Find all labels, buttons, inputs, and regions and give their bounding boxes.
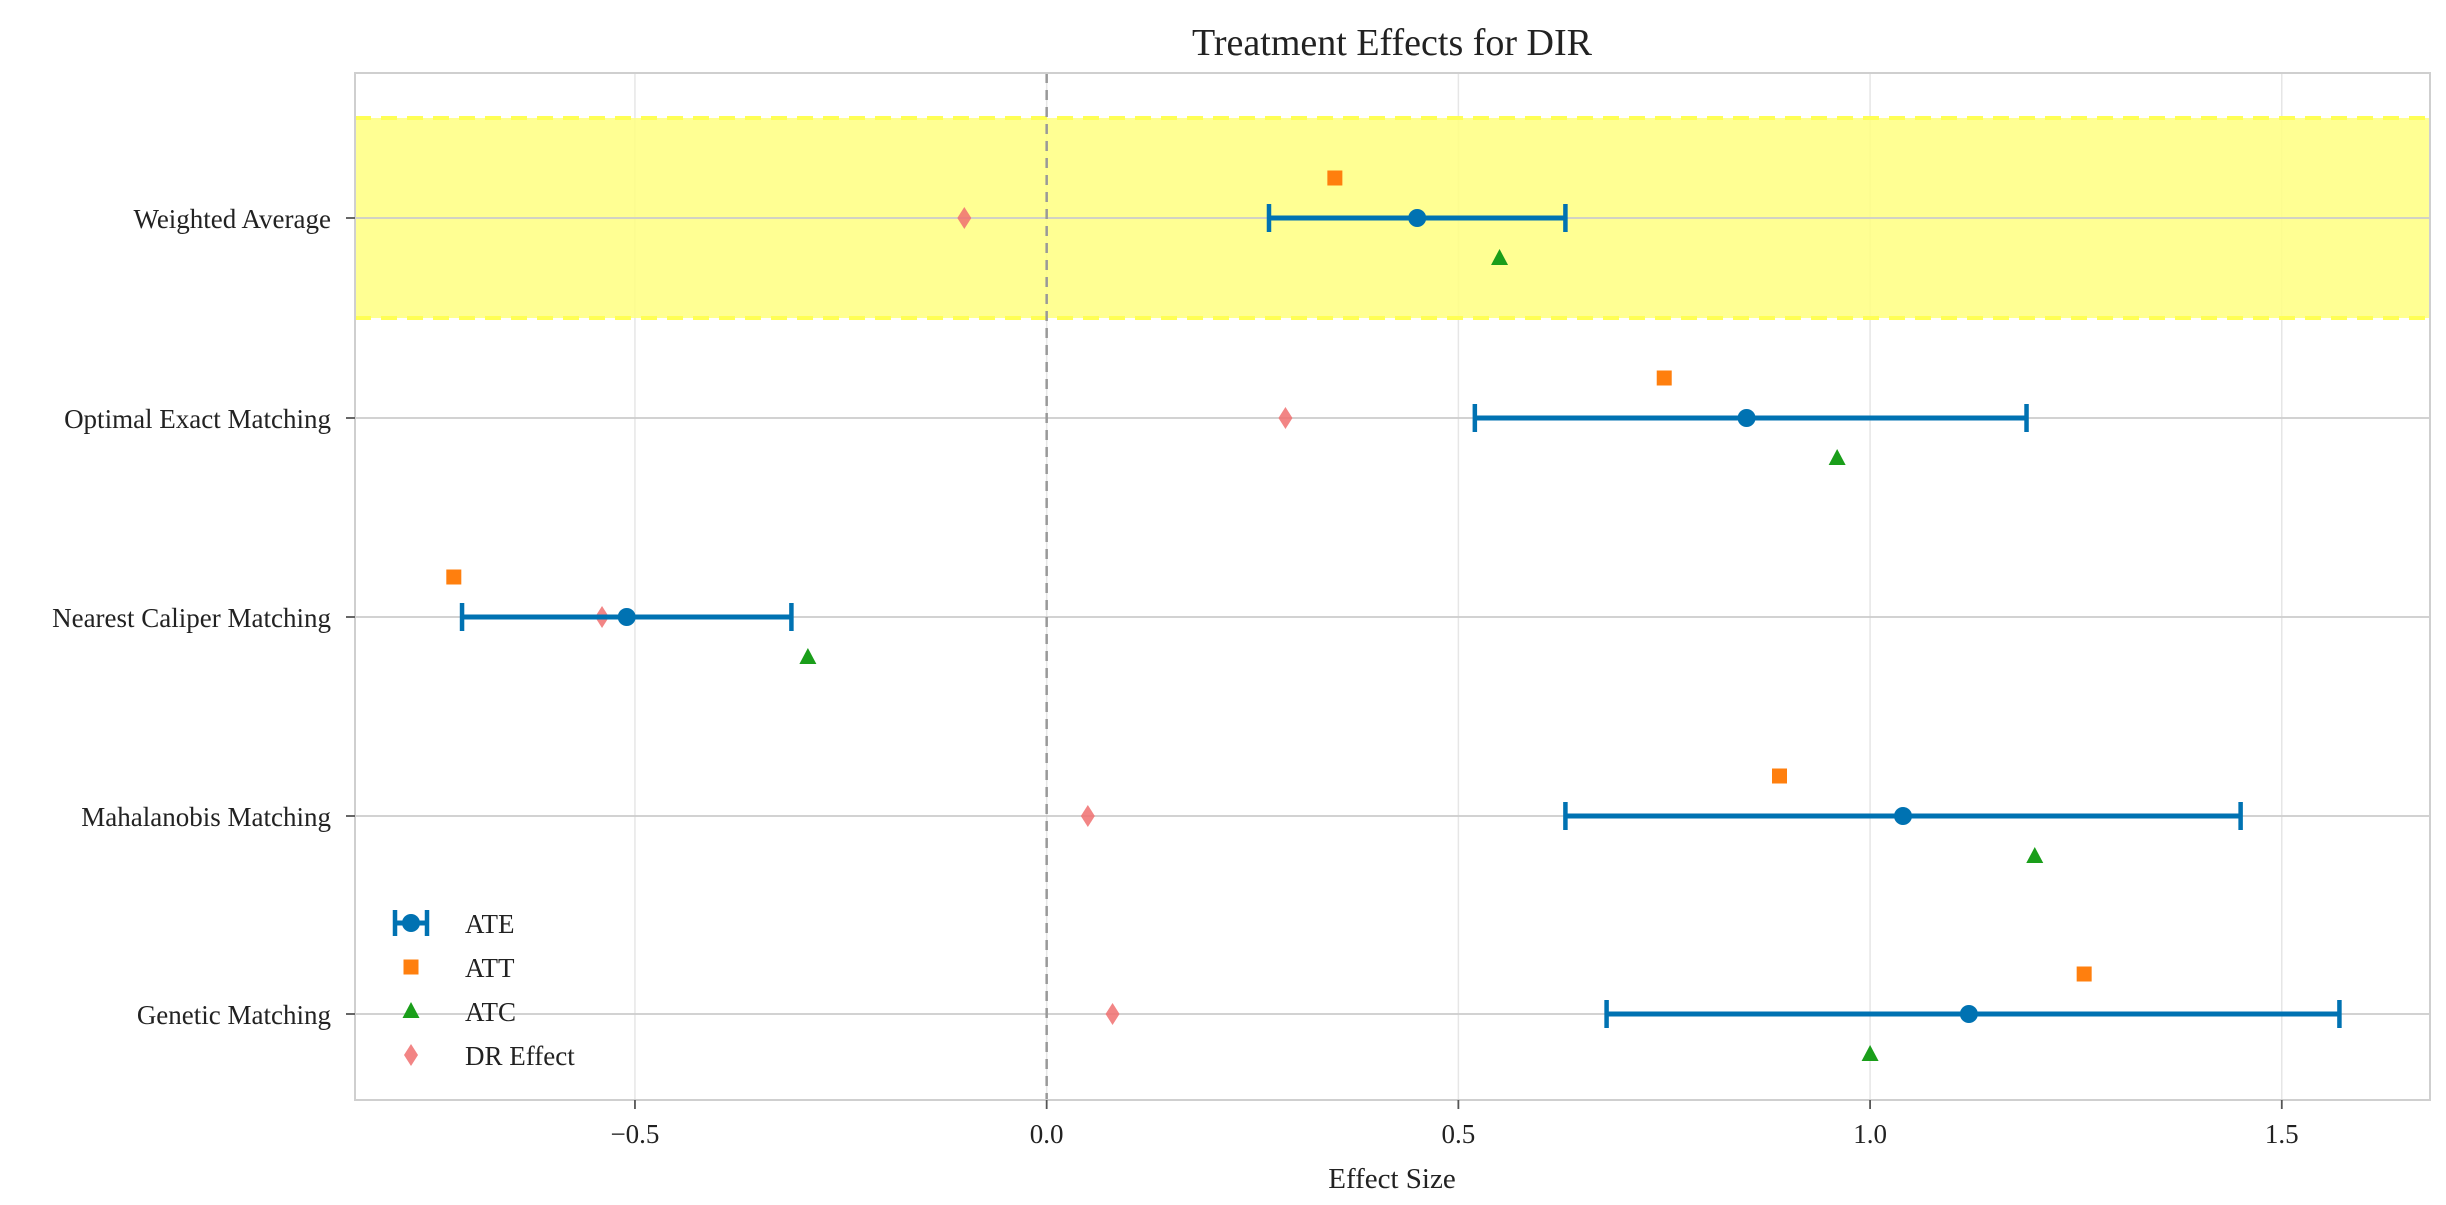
ate-genetic-matching-point (1959, 1005, 1978, 1023)
atc-mahalanobis-matching-point (2026, 847, 2044, 863)
ate-mahalanobis-matching-point (1894, 807, 1913, 825)
y-tick-label-mahalanobis-matching: Mahalanobis Matching (81, 802, 331, 832)
att-weighted-average-point (1327, 170, 1343, 186)
ate-optimal-exact-matching-point (1737, 409, 1756, 427)
att-optimal-exact-matching-point (1656, 370, 1672, 386)
legend-label: ATE (465, 909, 515, 939)
legend-marker-ate (402, 914, 420, 932)
legend-item-att: ATT (403, 953, 515, 983)
plot-frame (354, 72, 2431, 1101)
dr-effect-genetic-matching-point (1105, 1003, 1120, 1025)
y-tick-label-optimal-exact-matching: Optimal Exact Matching (64, 404, 331, 434)
legend-label: ATC (465, 997, 516, 1027)
att-nearest-caliper-matching-point (446, 569, 462, 585)
x-tick-label: 1.5 (2265, 1119, 2299, 1149)
atc-weighted-average-point (1491, 249, 1509, 265)
atc-nearest-caliper-matching-point (799, 648, 817, 664)
x-tick-label: −0.5 (610, 1119, 659, 1149)
dr-effect-weighted-average-point (957, 207, 972, 229)
x-tick-label: 0.0 (1030, 1119, 1064, 1149)
dr-effect-optimal-exact-matching-point (1278, 407, 1293, 429)
atc-optimal-exact-matching-point (1828, 449, 1846, 465)
chart-title: Treatment Effects for DIR (1192, 22, 1593, 64)
ate-weighted-average-point (1408, 209, 1427, 227)
legend-item-ate: ATE (392, 909, 515, 939)
x-axis-label: Effect Size (1328, 1163, 1455, 1195)
dr-effect-mahalanobis-matching-point (1080, 805, 1095, 827)
legend-label: DR Effect (465, 1041, 575, 1071)
data-marks (446, 170, 2342, 1061)
x-tick-label: 1.0 (1853, 1119, 1887, 1149)
legend-marker-att (403, 959, 419, 975)
att-genetic-matching-point (2076, 966, 2092, 982)
legend: ATE ATT ATC DR Effect (392, 909, 575, 1071)
y-tick-label-weighted-average: Weighted Average (134, 204, 332, 234)
atc-genetic-matching-point (1861, 1045, 1879, 1061)
legend-label: ATT (465, 953, 515, 983)
y-tick-label-nearest-caliper-matching: Nearest Caliper Matching (52, 603, 331, 633)
x-tick-label: 0.5 (1441, 1119, 1475, 1149)
legend-marker-atc (402, 1002, 420, 1018)
y-tick-label-genetic-matching: Genetic Matching (137, 1000, 331, 1030)
att-mahalanobis-matching-point (1772, 768, 1788, 784)
legend-item-dr-effect: DR Effect (404, 1041, 575, 1071)
axes: −0.5 0.0 0.5 1.0 1.5 Weighted Average Optimal … (52, 72, 2431, 1149)
legend-marker-dr-effect (404, 1044, 418, 1066)
legend-item-atc: ATC (402, 997, 516, 1027)
ate-nearest-caliper-matching-point (617, 608, 636, 626)
